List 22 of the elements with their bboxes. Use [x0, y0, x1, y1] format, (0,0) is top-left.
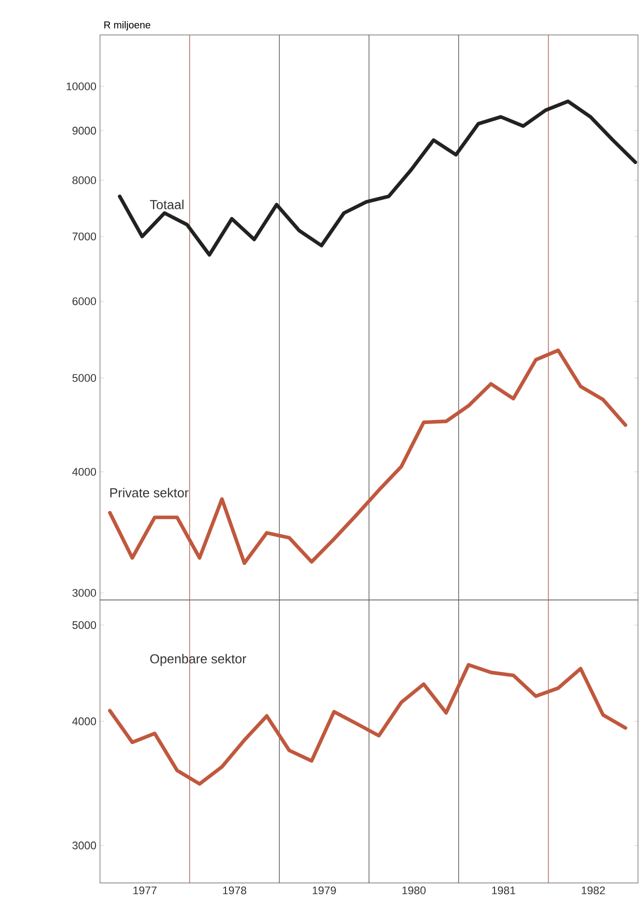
line-series: [118, 100, 638, 257]
series-label: Totaal: [150, 200, 184, 210]
y-tick-label: 5000: [72, 374, 96, 382]
y-tick-label: 4000: [72, 468, 96, 476]
y-axis-title: R miljoene: [104, 21, 150, 30]
x-tick-label: 1979: [312, 886, 336, 894]
y-tick-label: 5000: [72, 621, 96, 629]
y-tick-label: 4000: [72, 717, 96, 726]
line-series: [108, 348, 628, 565]
y-tick-label: 10000: [66, 82, 96, 90]
x-tick-label: 1982: [582, 886, 605, 894]
x-tick-label: 1981: [492, 886, 516, 894]
y-tick-label: 6000: [72, 297, 96, 306]
x-tick-label: 1977: [133, 886, 157, 894]
y-tick-label: 8000: [72, 176, 96, 184]
series-label: Private sektor: [110, 488, 189, 498]
y-tick-label: 3000: [72, 842, 96, 850]
y-tick-label: 3000: [72, 588, 96, 597]
x-tick-label: 1978: [223, 886, 246, 894]
x-tick-label: 1980: [402, 886, 426, 894]
y-tick-label: 7000: [72, 232, 96, 240]
y-tick-label: 9000: [72, 126, 96, 135]
